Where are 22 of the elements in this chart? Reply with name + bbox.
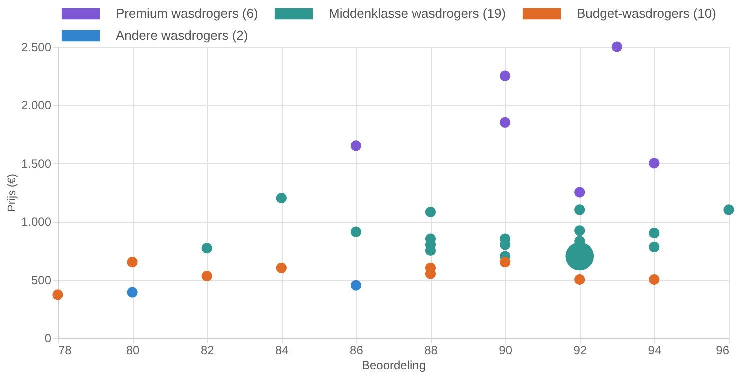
y-axis-title: Prijs (€) <box>6 174 18 212</box>
x-axis-title: Beoordeling <box>362 358 426 372</box>
x-tick-label: 94 <box>648 344 662 358</box>
x-tick-label: 96 <box>716 344 730 358</box>
y-tick-label: 1.500 <box>21 156 52 171</box>
legend-label: Middenklasse wasdrogers (19) <box>329 6 506 21</box>
y-tick-label: 0 <box>44 332 52 346</box>
x-tick-label: 80 <box>126 344 140 358</box>
x-tick-label: 90 <box>499 344 513 358</box>
x-tick-label: 78 <box>58 344 72 358</box>
y-tick-label: 2.000 <box>21 98 52 113</box>
y-tick-label: 500 <box>31 273 52 288</box>
x-tick-label: 82 <box>200 344 215 358</box>
legend-label: Budget-wasdrogers (10) <box>577 6 716 21</box>
x-tick-label: 86 <box>350 344 364 358</box>
legend-label: Premium wasdrogers (6) <box>116 6 258 21</box>
x-tick-label: 92 <box>574 344 588 358</box>
x-tick-label: 88 <box>424 344 438 358</box>
legend-label: Andere wasdrogers (2) <box>116 28 248 43</box>
y-tick-label: 2.500 <box>21 40 52 54</box>
y-tick-label: 1.000 <box>21 215 52 230</box>
x-tick-label: 84 <box>275 344 290 358</box>
